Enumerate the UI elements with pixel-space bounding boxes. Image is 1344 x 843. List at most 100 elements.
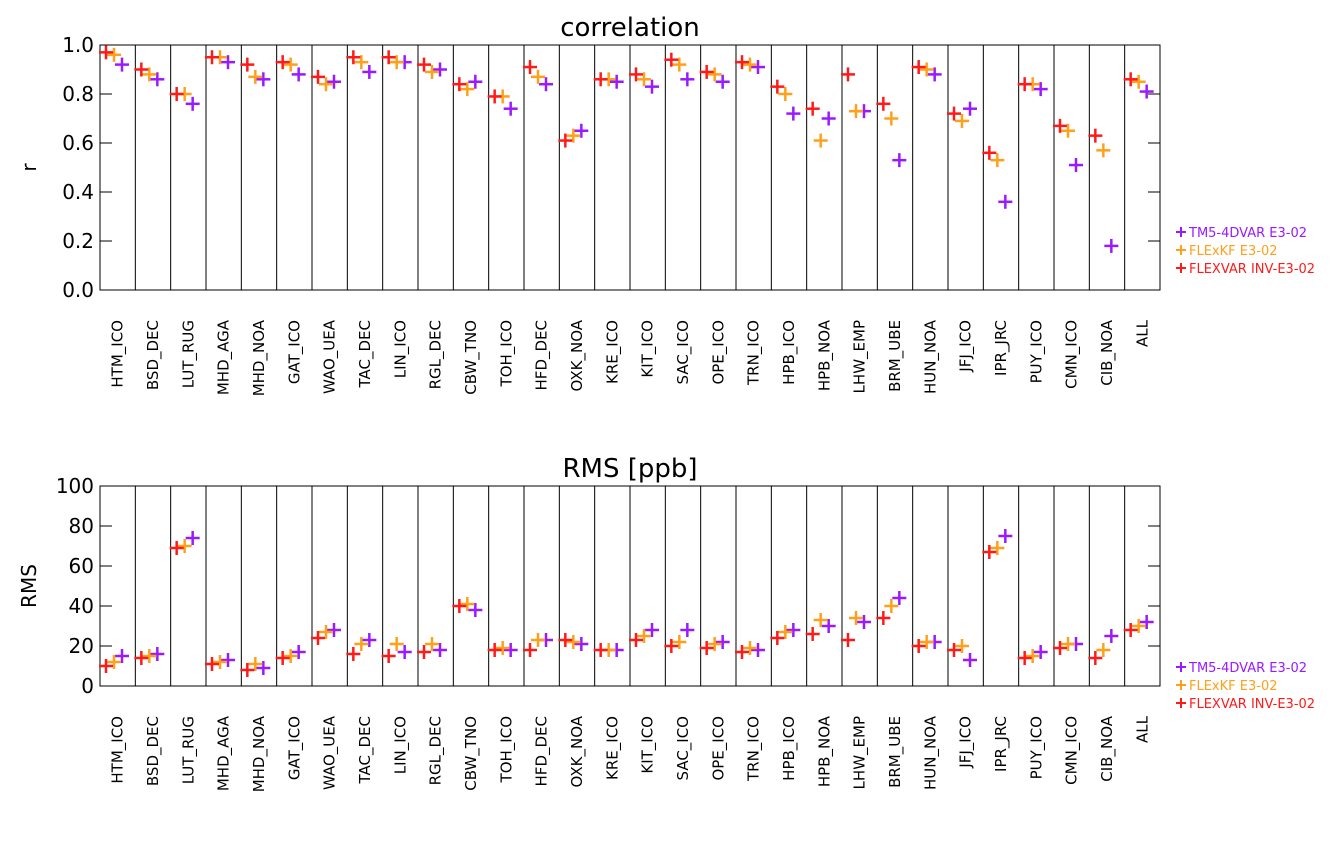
x-tick-label: TAC_DEC <box>356 320 375 388</box>
data-point <box>397 645 412 659</box>
legend-label: FLExKF E3-02 <box>1189 679 1277 694</box>
data-point <box>389 637 404 651</box>
legend-entry: FLEXVAR INV-E3-02 <box>1176 697 1315 712</box>
data-point <box>495 641 510 655</box>
x-tick-label: SAC_ICO <box>674 716 693 780</box>
data-point <box>982 145 997 160</box>
data-point <box>1033 82 1048 97</box>
data-point <box>319 77 333 92</box>
y-tick-label: 20 <box>69 634 94 658</box>
legend-entry: TM5-4DVAR E3-02 <box>1176 661 1307 676</box>
y-tick-label: 0.4 <box>62 180 94 204</box>
correlation-panel: correlation r 0.0 0.2 0.4 0.6 0.8 1.0 HTM_ICO BSD… <box>17 13 1315 396</box>
data-point <box>221 653 235 667</box>
data-point <box>629 633 643 647</box>
data-point <box>452 77 467 92</box>
data-point <box>680 72 695 87</box>
data-point <box>593 72 608 87</box>
data-point <box>256 72 271 87</box>
data-point <box>664 52 679 67</box>
data-point <box>884 599 899 613</box>
data-point <box>468 74 483 89</box>
data-point <box>892 153 907 168</box>
data-point <box>460 597 475 611</box>
data-point <box>523 60 537 75</box>
data-point <box>1123 72 1138 87</box>
data-point <box>955 113 969 128</box>
x-tick-label: GAT_ICO <box>285 320 304 384</box>
data-point <box>574 123 589 138</box>
x-tick-label: MHD_AGA <box>215 319 234 395</box>
data-point <box>1139 84 1154 99</box>
data-point <box>275 55 290 70</box>
x-tick-label: CMN_ICO <box>1063 320 1082 389</box>
data-point <box>680 623 695 637</box>
chart-title: RMS [ppb] <box>562 454 697 484</box>
x-tick-label: HPB_ICO <box>780 320 799 385</box>
data-point <box>115 649 129 663</box>
x-tick-label: WAO_UEA <box>321 715 340 790</box>
data-point <box>1104 629 1119 643</box>
data-point <box>857 615 871 629</box>
data-point <box>185 96 200 111</box>
data-point <box>134 62 149 77</box>
data-point <box>362 633 377 647</box>
data-point <box>786 623 801 637</box>
data-point <box>523 643 537 657</box>
x-tick-label: HUN_NOA <box>921 715 940 790</box>
data-point <box>813 613 828 627</box>
x-tick-label: HFD_DEC <box>533 716 552 786</box>
data-point <box>425 64 439 79</box>
data-point <box>417 57 431 72</box>
x-tick-label: LHW_EMP <box>851 716 870 789</box>
data-point <box>609 74 624 89</box>
data-point <box>311 69 325 84</box>
data-point <box>699 641 714 655</box>
data-point <box>115 57 129 72</box>
data-point <box>1017 77 1032 92</box>
data-point <box>707 67 722 82</box>
x-tick-label: BRM_UBE <box>886 320 905 392</box>
legend-entry: FLExKF E3-02 <box>1176 244 1277 259</box>
data-point <box>150 647 165 661</box>
data-point <box>327 623 341 637</box>
x-tick-label: MHD_AGA <box>215 715 234 791</box>
y-tick-label: 0.0 <box>62 278 94 302</box>
x-tick-label: HTM_ICO <box>109 320 128 388</box>
data-point <box>134 651 149 665</box>
data-point <box>468 603 483 617</box>
data-point <box>566 128 581 143</box>
data-point <box>735 55 749 70</box>
legend-entry: FLEXVAR INV-E3-02 <box>1176 262 1315 277</box>
data-point <box>1131 74 1146 89</box>
data-point <box>311 631 325 645</box>
data-point <box>672 57 687 72</box>
data-point <box>425 637 439 651</box>
data-point <box>169 541 184 555</box>
data-point <box>990 541 1005 555</box>
y-tick-label: 80 <box>69 514 94 538</box>
data-point <box>672 635 687 649</box>
data-point <box>452 599 467 613</box>
data-point <box>221 55 235 70</box>
data-point <box>558 633 573 647</box>
data-point <box>150 72 165 87</box>
data-point <box>645 623 659 637</box>
x-tick-label: LIN_ICO <box>391 716 410 774</box>
data-point <box>291 67 306 82</box>
legend-label: FLEXVAR INV-E3-02 <box>1189 697 1315 712</box>
x-tick-label: SAC_ICO <box>674 320 693 384</box>
data-point <box>911 60 926 75</box>
data-point <box>821 111 836 126</box>
data-point <box>1061 637 1075 651</box>
x-tick-label: ALL <box>1133 319 1151 347</box>
x-tick-label: ALL <box>1133 715 1151 743</box>
data-point <box>998 194 1013 209</box>
data-point <box>629 67 643 82</box>
data-point <box>841 67 855 82</box>
data-point <box>389 55 404 70</box>
data-point <box>327 74 341 89</box>
data-point <box>240 57 255 72</box>
legend-label: TM5-4DVAR E3-02 <box>1188 661 1307 676</box>
